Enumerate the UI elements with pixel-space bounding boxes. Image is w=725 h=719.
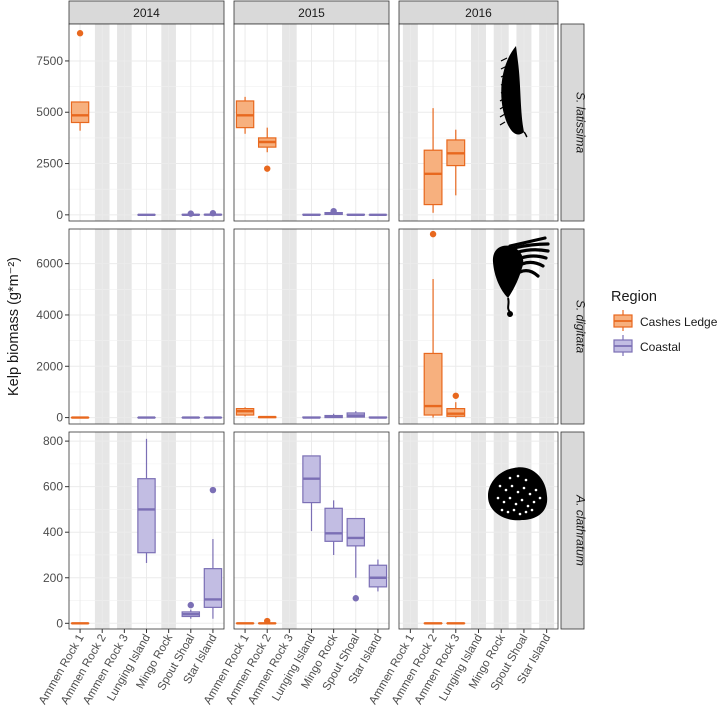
y-tick-label: 7500	[36, 54, 63, 68]
clathratum-perforation	[531, 509, 534, 512]
outlier-point	[188, 210, 194, 216]
clathratum-perforation	[525, 511, 528, 514]
box-ammen-rock-1	[236, 407, 253, 416]
box-iqr	[424, 150, 442, 204]
y-tick-label: 4000	[36, 308, 63, 322]
box-lunging-island	[303, 214, 320, 215]
y-tick-label: 0	[56, 208, 63, 222]
y-tick-label: 800	[43, 434, 63, 448]
panel-0-2016	[399, 24, 558, 221]
outlier-point	[264, 618, 270, 624]
y-tick-label: 6000	[36, 257, 63, 271]
y-tick-label: 2000	[36, 359, 63, 373]
box-iqr	[447, 409, 465, 417]
outlier-point	[430, 231, 436, 237]
digitata-holdfast	[507, 311, 513, 317]
strip-label-2014: 2014	[133, 6, 160, 20]
panel-1-2016	[399, 229, 558, 424]
legend: Region Cashes Ledge Coastal	[611, 289, 718, 356]
legend-title: Region	[611, 289, 657, 305]
clathratum-perforation	[513, 509, 516, 512]
clathratum-perforation	[535, 489, 538, 492]
box-iqr	[204, 569, 221, 608]
row-strip-label: S. digitata	[574, 300, 588, 354]
y-axis-title: Kelp biomass (g*m⁻²)	[6, 257, 22, 396]
outlier-point	[188, 602, 194, 608]
outlier-point	[330, 208, 336, 214]
box-iqr	[325, 508, 342, 541]
outlier-point	[210, 210, 216, 216]
strip-label-2015: 2015	[298, 6, 325, 20]
outlier-point	[210, 487, 216, 493]
legend-label: Cashes Ledge	[640, 315, 718, 329]
y-tick-label: 5000	[36, 105, 63, 119]
y-tick-label: 600	[43, 480, 63, 494]
clathratum-perforation	[503, 501, 506, 504]
box-iqr	[369, 565, 386, 587]
clathratum-perforation	[501, 509, 504, 512]
clathratum-perforation	[539, 497, 542, 500]
panel-0-2014	[69, 24, 224, 221]
y-tick-label: 0	[56, 411, 63, 425]
clathratum-perforation	[521, 499, 524, 502]
outlier-point	[77, 30, 83, 36]
panel-1-2015	[234, 229, 389, 424]
panel-0-2015	[234, 24, 389, 221]
clathratum-perforation	[533, 501, 536, 504]
box-ammen-rock-2	[259, 417, 276, 418]
clathratum-perforation	[529, 493, 532, 496]
box-spout-shoal	[347, 214, 364, 215]
row-strip-label: A. clathratum	[574, 494, 588, 566]
y-tick-label: 0	[56, 616, 63, 630]
box-lunging-island	[303, 417, 320, 418]
clathratum-perforation	[507, 511, 510, 514]
clathratum-perforation	[509, 497, 512, 500]
clathratum-perforation	[517, 475, 520, 478]
y-tick-label: 2500	[36, 157, 63, 171]
panel-2-2014	[69, 432, 224, 629]
legend-label: Coastal	[640, 340, 681, 354]
box-iqr	[138, 479, 155, 553]
outlier-point	[353, 595, 359, 601]
y-tick-label: 400	[43, 525, 63, 539]
clathratum-perforation	[497, 497, 500, 500]
clathratum-perforation	[505, 489, 508, 492]
clathratum-perforation	[519, 513, 522, 516]
y-tick-label: 200	[43, 571, 63, 585]
panel-1-2014	[69, 229, 224, 424]
clathratum-perforation	[499, 485, 502, 488]
outlier-point	[453, 393, 459, 399]
box-iqr	[347, 519, 364, 546]
row-strip-label: S. latissima	[574, 92, 588, 154]
panel-2-2015	[234, 432, 389, 629]
panel-2-2016	[399, 432, 558, 629]
clathratum-perforation	[509, 477, 512, 480]
outlier-point	[264, 165, 270, 171]
clathratum-perforation	[525, 479, 528, 482]
box-star-island	[369, 417, 386, 418]
clathratum-perforation	[527, 505, 530, 508]
box-iqr	[71, 102, 88, 123]
clathratum-perforation	[523, 487, 526, 490]
clathratum-perforation	[517, 491, 520, 494]
strip-label-2016: 2016	[465, 6, 492, 20]
clathratum-perforation	[511, 485, 514, 488]
clathratum-perforation	[515, 503, 518, 506]
